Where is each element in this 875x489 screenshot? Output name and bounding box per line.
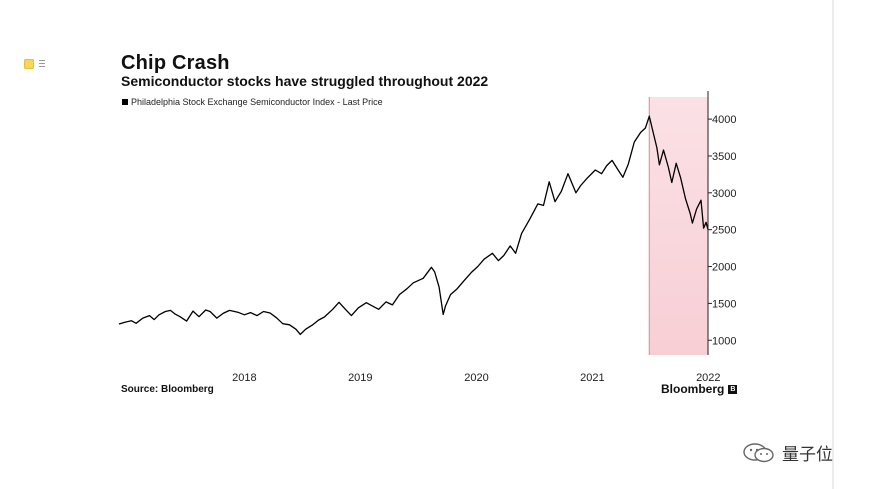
x-tick-label: 2022 <box>696 372 720 384</box>
watermark: 量子位 <box>742 440 833 465</box>
brand-logo: Bloomberg B <box>661 382 738 396</box>
brand-name: Bloomberg <box>661 382 725 396</box>
x-tick-label: 2020 <box>464 372 488 384</box>
toolbar <box>24 57 54 71</box>
chart-subtitle: Semiconductor stocks have struggled thro… <box>121 73 489 89</box>
y-tick-label: 1000 <box>712 335 736 347</box>
y-tick-label: 2000 <box>712 262 736 274</box>
wechat-icon <box>743 442 774 462</box>
x-tick-label: 2019 <box>348 372 372 384</box>
legend: Philadelphia Stock Exchange Semiconducto… <box>122 97 383 107</box>
highlight-region <box>649 97 708 355</box>
y-tick-label: 4000 <box>712 114 736 126</box>
brand-mark-icon: B <box>728 384 738 394</box>
source-note: Source: Bloomberg <box>121 384 214 395</box>
page-edge <box>832 0 834 489</box>
y-tick-label: 1500 <box>712 298 736 310</box>
chart-title: Chip Crash <box>121 52 230 74</box>
legend-label: Philadelphia Stock Exchange Semiconducto… <box>131 97 383 107</box>
y-tick-label: 3000 <box>712 188 736 200</box>
y-tick-label: 2500 <box>712 225 736 237</box>
note-icon[interactable] <box>24 59 34 69</box>
x-tick-label: 2018 <box>232 372 256 384</box>
legend-swatch <box>122 99 128 105</box>
x-tick-label: 2021 <box>580 372 604 384</box>
y-tick-label: 3500 <box>712 151 736 163</box>
watermark-text: 量子位 <box>782 445 833 464</box>
list-icon[interactable] <box>39 60 45 68</box>
series-line-0 <box>118 115 709 336</box>
